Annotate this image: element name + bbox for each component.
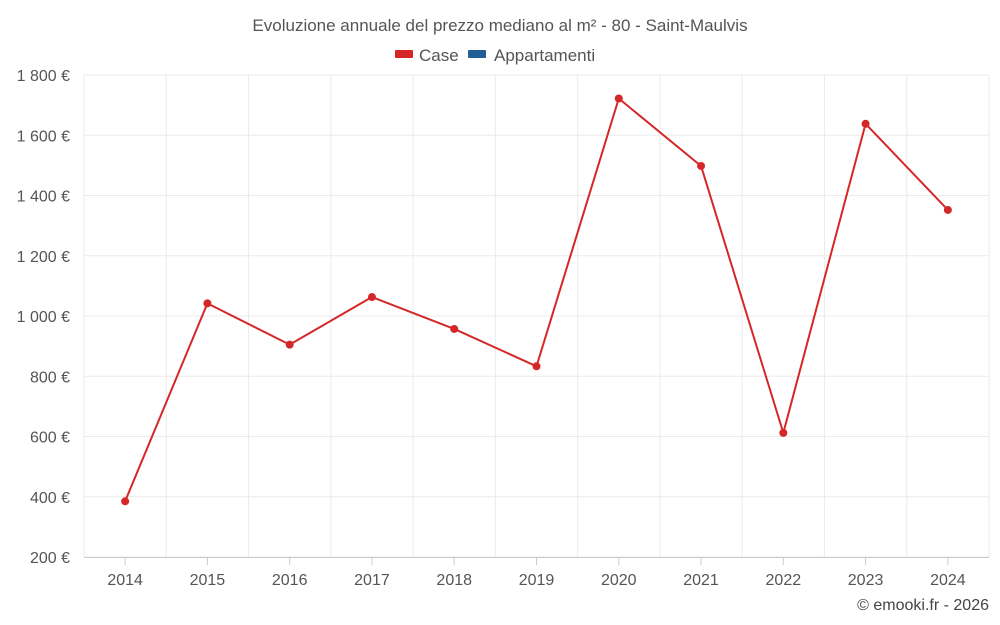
credit: © emooki.fr - 2026 [857, 597, 989, 614]
x-tick-label: 2022 [766, 572, 802, 589]
x-tick-label: 2020 [601, 572, 637, 589]
x-tick-label: 2023 [848, 572, 884, 589]
series-case [121, 94, 952, 506]
x-tick-label: 2019 [519, 572, 555, 589]
legend-label-case: Case [419, 46, 459, 65]
x-tick-label: 2024 [930, 572, 966, 589]
legend-label-appartamenti: Appartamenti [494, 46, 595, 65]
legend: Case Appartamenti [395, 46, 595, 65]
data-point-case[interactable] [861, 119, 870, 128]
chart-title: Evoluzione annuale del prezzo mediano al… [252, 16, 747, 35]
grid [83, 74, 990, 558]
data-point-case[interactable] [367, 293, 376, 302]
legend-swatch-appartamenti [468, 50, 486, 58]
y-tick-label: 1 400 € [17, 189, 70, 206]
y-tick-label: 1 600 € [17, 128, 70, 145]
data-point-case[interactable] [614, 94, 623, 103]
data-point-case[interactable] [121, 497, 130, 506]
x-tick-label: 2015 [190, 572, 226, 589]
y-tick-label: 600 € [30, 430, 70, 447]
data-point-case[interactable] [943, 205, 952, 214]
x-tick-label: 2017 [354, 572, 390, 589]
y-tick-label: 1 200 € [17, 249, 70, 266]
data-point-case[interactable] [532, 362, 541, 371]
x-tick-label: 2021 [683, 572, 719, 589]
x-tick-label: 2016 [272, 572, 308, 589]
y-tick-label: 200 € [30, 550, 70, 567]
y-axis: 200 € 400 € 600 € 800 € 1 000 € 1 200 € 1 400 … [17, 68, 70, 567]
data-point-case[interactable] [450, 324, 459, 333]
x-tick-label: 2018 [436, 572, 472, 589]
data-point-case[interactable] [697, 161, 706, 170]
y-tick-label: 1 000 € [17, 309, 70, 326]
legend-item-appartamenti[interactable]: Appartamenti [468, 46, 595, 65]
y-tick-label: 800 € [30, 369, 70, 386]
legend-swatch-case [395, 50, 413, 58]
y-tick-label: 1 800 € [17, 68, 70, 85]
x-axis: 2014 2015 2016 2017 2018 2019 2020 2021 2022 2023… [84, 557, 989, 589]
y-tick-label: 400 € [30, 490, 70, 507]
data-point-case[interactable] [779, 428, 788, 437]
data-point-case[interactable] [285, 340, 294, 349]
x-tick-label: 2014 [107, 572, 143, 589]
data-point-case[interactable] [203, 299, 212, 308]
legend-item-case[interactable]: Case [395, 46, 459, 65]
